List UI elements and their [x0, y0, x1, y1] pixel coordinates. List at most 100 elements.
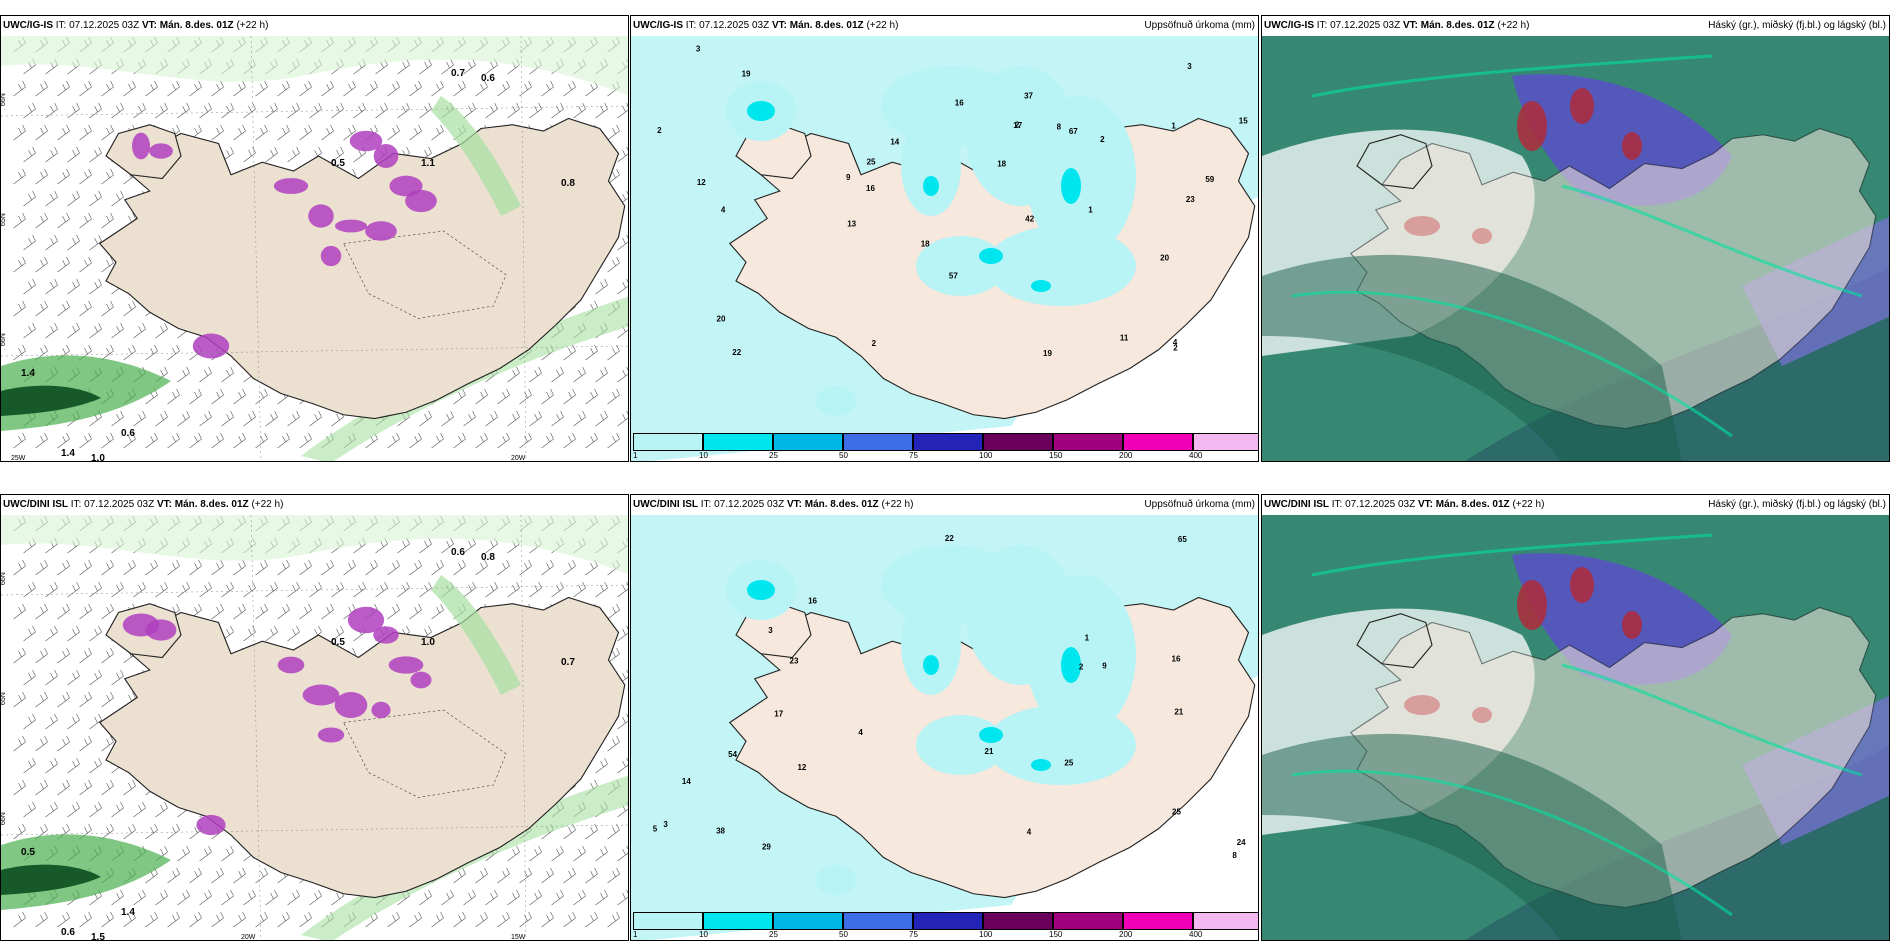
- wind-value-label: 0.6: [481, 73, 495, 84]
- wind-barb: [67, 801, 80, 818]
- wind-barb: [475, 911, 488, 928]
- wind-barb: [475, 559, 488, 576]
- wind-barb: [475, 432, 488, 449]
- severe-icing-blob: [149, 143, 173, 159]
- wind-barb: [585, 388, 598, 405]
- wind-barb: [255, 867, 268, 884]
- wind-barb: [343, 559, 356, 576]
- wind-barb: [221, 366, 234, 383]
- wind-barb: [23, 322, 36, 339]
- wind-barb: [199, 845, 212, 862]
- wind-barb: [507, 845, 520, 862]
- precip-value-label: 3: [1187, 62, 1192, 71]
- precip-value-label: 25: [867, 158, 876, 167]
- wind-barb: [255, 124, 268, 141]
- wind-barb: [189, 559, 202, 576]
- wind-barb: [167, 344, 180, 361]
- wind-barb: [101, 300, 114, 317]
- wind-barb: [189, 911, 202, 928]
- precip-area: [1026, 575, 1136, 735]
- wind-barb: [89, 713, 102, 730]
- wind-barb: [221, 889, 234, 906]
- wind-barb: [387, 80, 400, 97]
- low-cloud-red: [1622, 132, 1642, 160]
- wind-barb: [167, 559, 180, 576]
- wind-barb: [243, 102, 256, 119]
- precip-area: [986, 226, 1136, 306]
- wind-barb: [111, 410, 124, 427]
- precip-value-label: 4: [858, 728, 863, 737]
- wind-barb: [13, 823, 26, 840]
- wind-barb: [79, 603, 92, 620]
- wind-barb: [79, 256, 92, 273]
- wind-barb: [101, 603, 114, 620]
- wind-barb: [189, 867, 202, 884]
- wind-barb: [343, 80, 356, 97]
- wind-barb: [45, 713, 58, 730]
- wind-barb: [607, 867, 620, 884]
- wind-barb: [353, 581, 366, 598]
- wind-barb: [57, 80, 70, 97]
- lon-label: 20W: [511, 455, 526, 462]
- wind-barb: [265, 102, 278, 119]
- wind-barb: [409, 80, 422, 97]
- low-cloud-red: [1570, 567, 1594, 603]
- severe-icing-blob: [277, 656, 305, 674]
- precip-value-label: 3: [696, 45, 701, 54]
- wind-barb: [177, 366, 190, 383]
- lat-label: 66N: [1, 333, 7, 346]
- wind-barb: [221, 410, 234, 427]
- wind-barb: [309, 889, 322, 906]
- precip-value-label: 1: [1171, 122, 1176, 131]
- precip-area: [816, 865, 856, 895]
- wind-barb: [551, 366, 564, 383]
- wind-barb: [431, 124, 444, 141]
- wind-barb: [409, 124, 422, 141]
- wind-barb: [89, 801, 102, 818]
- precip-area-high: [979, 727, 1003, 743]
- wind-barb: [123, 300, 136, 317]
- wind-barb: [409, 911, 422, 928]
- wind-barb: [299, 432, 312, 449]
- wind-barb: [585, 867, 598, 884]
- wind-barb: [563, 867, 576, 884]
- wind-barb: [453, 867, 466, 884]
- wind-barb: [365, 80, 378, 97]
- precip-value-label: 15: [1239, 117, 1248, 126]
- wind-barb: [89, 625, 102, 642]
- wind-barb: [13, 779, 26, 796]
- wind-barb: [145, 823, 158, 840]
- wind-barb: [13, 168, 26, 185]
- wind-barb: [155, 322, 168, 339]
- wind-barb: [243, 889, 256, 906]
- wind-barb: [277, 559, 290, 576]
- wind-barb: [507, 102, 520, 119]
- precip-value-label: 14: [682, 777, 691, 786]
- precip-value-label: 12: [797, 763, 806, 772]
- wind-barb: [211, 911, 224, 928]
- wind-barb: [387, 432, 400, 449]
- wind-barb: [111, 581, 124, 598]
- wind-barb: [155, 410, 168, 427]
- wind-barb: [529, 889, 542, 906]
- wind-barb: [167, 823, 180, 840]
- wind-barb: [57, 647, 70, 664]
- wind-barb: [79, 559, 92, 576]
- wind-barb: [265, 581, 278, 598]
- wind-barb: [497, 559, 510, 576]
- wind-barb: [529, 366, 542, 383]
- wind-barb: [529, 102, 542, 119]
- wind-barb: [167, 432, 180, 449]
- precip-value-label: 3: [663, 820, 668, 829]
- severe-icing-blob: [388, 656, 424, 674]
- icing-band-dark: [1, 864, 101, 895]
- wind-barb: [211, 124, 224, 141]
- wind-barb: [595, 757, 608, 774]
- precip-value-label: 21: [985, 747, 994, 756]
- wind-barb: [101, 559, 114, 576]
- wind-barb: [167, 867, 180, 884]
- wind-barb: [265, 146, 278, 163]
- precip-area-high: [1031, 280, 1051, 292]
- wind-barb: [101, 911, 114, 928]
- precip-value-label: 5: [653, 824, 658, 833]
